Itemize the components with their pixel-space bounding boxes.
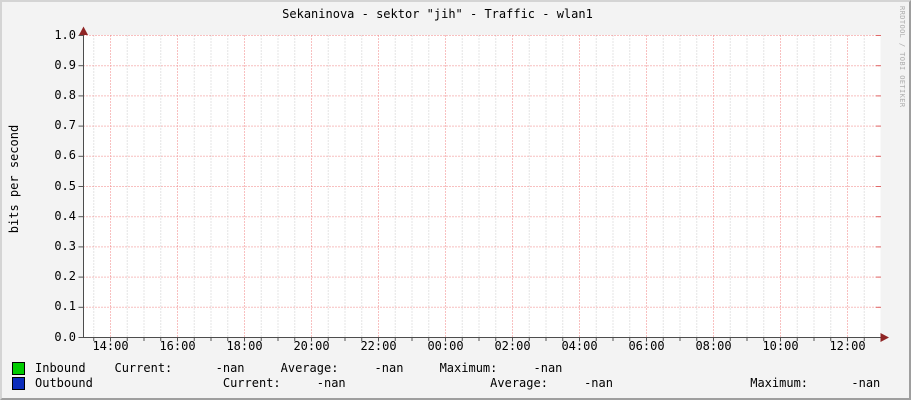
y-tick-label: 0.0 <box>54 329 76 344</box>
legend-row-inbound: Inbound Current: -nan Average: -nan Maxi… <box>12 361 562 376</box>
y-tick-label: 1.0 <box>54 27 76 42</box>
x-axis-arrow <box>880 333 889 342</box>
y-tick-label: 0.5 <box>54 178 76 193</box>
y-tick-label: 0.8 <box>54 87 76 102</box>
plot-canvas <box>83 35 881 338</box>
x-tick-label: 04:00 <box>561 339 598 353</box>
y-axis-arrow <box>79 26 88 35</box>
x-tick-label: 00:00 <box>427 339 464 353</box>
y-tick-label: 0.7 <box>54 118 76 133</box>
inbound-swatch-icon <box>12 362 25 375</box>
y-tick-label: 0.4 <box>54 208 76 223</box>
y-tick-label: 0.2 <box>54 269 76 284</box>
x-tick-label: 18:00 <box>226 339 263 353</box>
y-tick-label: 0.9 <box>54 57 76 72</box>
y-axis-title: bits per second <box>7 124 21 234</box>
x-tick-label: 12:00 <box>829 339 866 353</box>
legend: Inbound Current: -nan Average: -nan Maxi… <box>12 361 907 395</box>
x-tick-label: 16:00 <box>159 339 196 353</box>
chart-title: Sekaninova - sektor "jih" - Traffic - wl… <box>282 7 593 21</box>
x-tick-label: 14:00 <box>92 339 129 353</box>
x-tick-label: 02:00 <box>494 339 531 353</box>
watermark: RRDTOOL / TOBI OETIKER <box>898 6 906 108</box>
legend-text-outbound: Outbound Current: -nan Average: -nan Max… <box>35 376 881 390</box>
legend-text-inbound: Inbound Current: -nan Average: -nan Maxi… <box>35 361 563 375</box>
x-tick-label: 20:00 <box>293 339 330 353</box>
y-tick-label: 0.3 <box>54 238 76 253</box>
x-tick-label: 22:00 <box>360 339 397 353</box>
legend-row-outbound: Outbound Current: -nan Average: -nan Max… <box>12 376 880 391</box>
grid-major <box>78 35 881 342</box>
x-tick-label: 08:00 <box>695 339 732 353</box>
x-tick-label: 06:00 <box>628 339 665 353</box>
x-tick-label: 10:00 <box>762 339 799 353</box>
y-tick-label: 0.1 <box>54 299 76 314</box>
y-tick-label: 0.6 <box>54 148 76 163</box>
outbound-swatch-icon <box>12 377 25 390</box>
